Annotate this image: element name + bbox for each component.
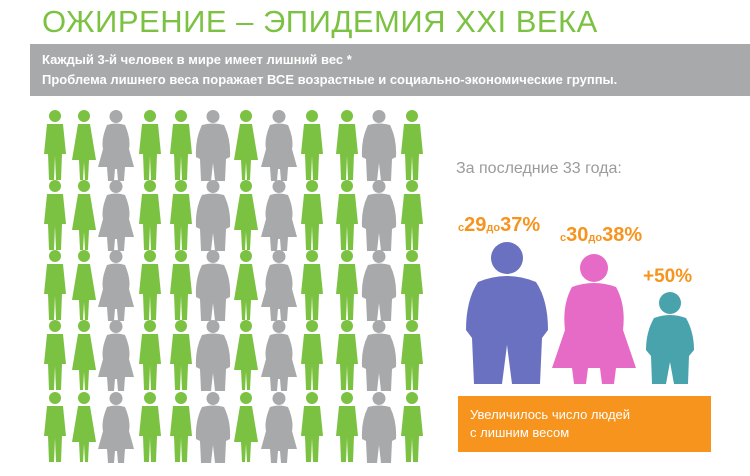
man-icon: [336, 110, 358, 180]
page-title: ОЖИРЕНИЕ – ЭПИДЕМИЯ XXI ВЕКА: [42, 4, 598, 39]
man-icon: [401, 180, 423, 250]
conclusion-box: Увеличилось число людей с лишним весом: [458, 396, 711, 452]
fat-woman-icon: [261, 250, 297, 321]
man-icon: [44, 180, 66, 250]
fat-man-icon: [361, 320, 397, 391]
child-figure-icon: [646, 292, 694, 384]
woman-icon: [234, 110, 258, 180]
man-icon: [139, 250, 161, 320]
fat-woman-icon: [261, 320, 297, 391]
children-stat: +50%: [643, 266, 693, 287]
fat-man-icon: [361, 250, 397, 321]
man-icon: [401, 110, 423, 180]
men-stat: с29до37%: [458, 214, 540, 237]
man-icon: [44, 320, 66, 390]
men-from-prefix: с: [458, 222, 465, 234]
woman-icon: [72, 180, 96, 250]
man-icon: [170, 250, 192, 320]
women-to-prefix: до: [588, 232, 603, 244]
fat-woman-icon: [98, 392, 134, 463]
woman-icon: [72, 392, 96, 462]
info-banner: Каждый 3-й человек в мире имеет лишний в…: [30, 44, 750, 96]
fat-woman-figure-icon: [552, 254, 636, 384]
woman-icon: [72, 250, 96, 320]
man-icon: [401, 320, 423, 390]
man-icon: [139, 320, 161, 390]
fat-woman-icon: [98, 110, 134, 181]
man-icon: [336, 320, 358, 390]
man-icon: [301, 180, 323, 250]
man-icon: [301, 110, 323, 180]
conclusion-text: Увеличилось число людей с лишним весом: [470, 407, 631, 440]
fat-woman-icon: [261, 392, 297, 463]
banner-line-2: Проблема лишнего веса поражает ВСЕ возра…: [42, 72, 618, 87]
banner-line-1: Каждый 3-й человек в мире имеет лишний в…: [42, 52, 352, 67]
man-icon: [336, 180, 358, 250]
fat-woman-icon: [98, 320, 134, 391]
men-to-prefix: до: [486, 222, 501, 234]
women-stat: с30до38%: [560, 224, 642, 247]
woman-icon: [234, 392, 258, 462]
fat-woman-icon: [98, 250, 134, 321]
man-icon: [44, 392, 66, 462]
man-icon: [401, 392, 423, 462]
man-icon: [44, 250, 66, 320]
fat-man-icon: [361, 180, 397, 251]
woman-icon: [234, 320, 258, 390]
since-label: За последние 33 года:: [456, 160, 622, 177]
fat-man-icon: [195, 250, 231, 321]
man-icon: [170, 110, 192, 180]
women-from-value: 30: [566, 224, 589, 246]
woman-icon: [72, 320, 96, 390]
fat-woman-icon: [261, 180, 297, 251]
man-icon: [44, 110, 66, 180]
man-icon: [139, 110, 161, 180]
fat-man-icon: [361, 110, 397, 181]
man-icon: [401, 250, 423, 320]
fat-man-icon: [195, 180, 231, 251]
fat-woman-icon: [261, 110, 297, 181]
fat-man-icon: [195, 392, 231, 463]
women-to-value: 38%: [602, 224, 643, 246]
fat-man-figure-icon: [466, 242, 548, 384]
man-icon: [139, 180, 161, 250]
woman-icon: [72, 110, 96, 180]
fat-man-icon: [195, 320, 231, 391]
fat-woman-icon: [98, 180, 134, 251]
woman-icon: [234, 180, 258, 250]
man-icon: [301, 392, 323, 462]
man-icon: [170, 392, 192, 462]
man-icon: [139, 392, 161, 462]
men-to-value: 37%: [500, 214, 541, 236]
man-icon: [301, 320, 323, 390]
man-icon: [301, 250, 323, 320]
woman-icon: [234, 250, 258, 320]
fat-man-icon: [361, 392, 397, 463]
man-icon: [336, 392, 358, 462]
fat-man-icon: [195, 110, 231, 181]
man-icon: [170, 180, 192, 250]
women-from-prefix: с: [560, 232, 567, 244]
men-from-value: 29: [464, 214, 487, 236]
man-icon: [170, 320, 192, 390]
man-icon: [336, 250, 358, 320]
